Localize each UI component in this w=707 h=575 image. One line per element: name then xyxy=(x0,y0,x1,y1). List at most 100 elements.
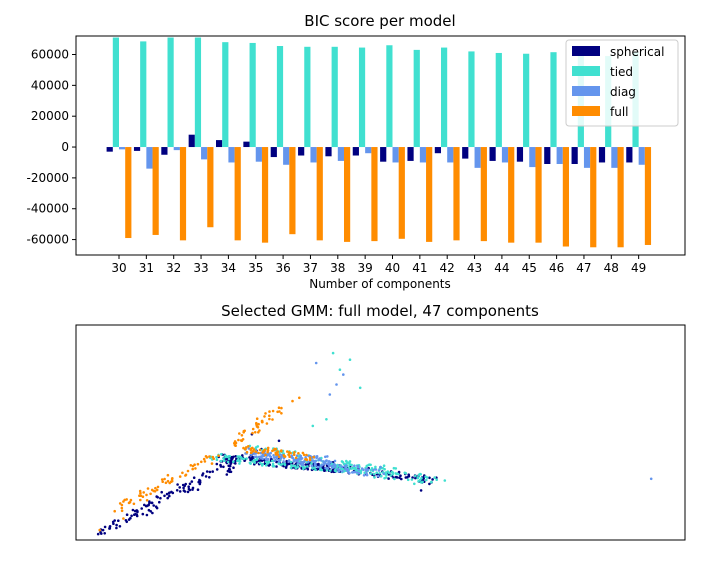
scatter-point xyxy=(271,409,275,413)
scatter-point xyxy=(272,454,275,457)
bar-diag xyxy=(255,147,262,162)
scatter-point xyxy=(311,467,314,470)
scatter-point xyxy=(240,434,244,437)
bar-diag xyxy=(228,147,235,163)
scatter-point xyxy=(365,473,369,477)
scatter-point xyxy=(268,410,271,413)
scatter-point xyxy=(416,476,420,480)
bar-full xyxy=(398,147,405,239)
scatter-point xyxy=(251,431,254,435)
scatter-point xyxy=(135,514,139,518)
bar-spherical xyxy=(626,147,633,163)
scatter-point xyxy=(341,461,345,464)
scatter-point xyxy=(229,470,233,474)
scatter-point xyxy=(322,460,326,464)
scatter-point xyxy=(232,455,235,459)
scatter-point xyxy=(123,498,126,502)
scatter-point xyxy=(242,431,245,434)
bar-diag xyxy=(501,147,509,163)
scatter-point xyxy=(138,489,142,493)
scatter-point xyxy=(253,452,256,455)
scatter-point xyxy=(277,462,281,465)
scatter-point xyxy=(166,473,170,477)
scatter-point xyxy=(338,368,342,372)
scatter-point xyxy=(141,512,145,516)
scatter-point xyxy=(372,468,375,472)
scatter-point xyxy=(257,422,260,426)
bar-diag xyxy=(337,147,344,161)
scatter-point xyxy=(288,455,291,459)
scatter-point xyxy=(168,481,171,485)
scatter-point xyxy=(208,476,211,479)
scatter-point xyxy=(234,462,237,465)
scatter-point xyxy=(435,478,439,482)
bar-tied xyxy=(331,46,338,148)
scatter-point xyxy=(356,464,360,468)
scatter-point xyxy=(302,460,306,464)
scatter-point xyxy=(187,485,190,489)
scatter-point xyxy=(362,468,365,472)
scatter-point xyxy=(145,493,148,497)
scatter-point xyxy=(306,465,309,468)
bar-diag xyxy=(611,147,618,168)
scatter-point xyxy=(336,463,339,467)
scatter-point xyxy=(420,476,423,480)
scatter-point xyxy=(344,467,347,471)
scatter-point xyxy=(191,488,194,491)
scatter-point xyxy=(215,458,219,462)
scatter-point xyxy=(353,464,356,468)
chart2-frame xyxy=(75,324,686,541)
bar-tied xyxy=(441,47,448,148)
scatter-point xyxy=(283,462,286,466)
scatter-point xyxy=(331,466,334,470)
bar-spherical xyxy=(298,147,305,156)
scatter-point xyxy=(319,468,322,472)
scatter-point xyxy=(228,464,232,468)
scatter-point xyxy=(280,412,283,415)
scatter-point xyxy=(259,456,263,460)
scatter-point xyxy=(125,498,128,501)
x-tick-label: 44 xyxy=(494,261,509,275)
scatter-point xyxy=(289,451,292,455)
scatter-point xyxy=(394,467,398,470)
scatter-point xyxy=(275,465,278,468)
scatter-point xyxy=(267,464,271,467)
x-tick-label: 48 xyxy=(604,261,619,275)
bar-tied xyxy=(550,52,557,148)
bar-spherical xyxy=(544,147,551,164)
scatter-point xyxy=(120,509,124,513)
scatter-point xyxy=(387,477,390,480)
scatter-point xyxy=(390,470,394,474)
scatter-point xyxy=(99,530,102,534)
x-tick-label: 37 xyxy=(303,261,318,275)
scatter-point xyxy=(297,452,300,455)
scatter-point xyxy=(176,483,179,486)
scatter-point xyxy=(406,478,410,482)
scatter-point xyxy=(192,476,196,480)
scatter-point xyxy=(122,517,125,520)
scatter-point xyxy=(285,459,289,463)
scatter-point xyxy=(350,467,354,470)
scatter-point xyxy=(293,451,296,454)
scatter-point xyxy=(118,502,122,505)
scatter-point xyxy=(341,470,344,473)
scatter-point xyxy=(139,498,142,502)
scatter-point xyxy=(143,503,146,507)
scatter-point xyxy=(215,468,219,471)
scatter-point xyxy=(311,424,315,428)
scatter-point xyxy=(359,469,363,473)
scatter-point xyxy=(384,476,388,479)
scatter-point xyxy=(234,441,237,445)
scatter-point xyxy=(232,466,235,470)
scatter-point xyxy=(150,501,154,505)
scatter-point xyxy=(267,460,271,464)
scatter-point xyxy=(414,474,417,478)
scatter-point xyxy=(272,448,276,452)
scatter-point xyxy=(120,506,124,510)
scatter-point xyxy=(263,415,266,418)
scatter-point xyxy=(312,460,316,464)
scatter-point xyxy=(407,473,411,477)
scatter-point xyxy=(254,450,258,454)
legend-swatch xyxy=(572,86,600,96)
legend-swatch xyxy=(572,66,600,76)
